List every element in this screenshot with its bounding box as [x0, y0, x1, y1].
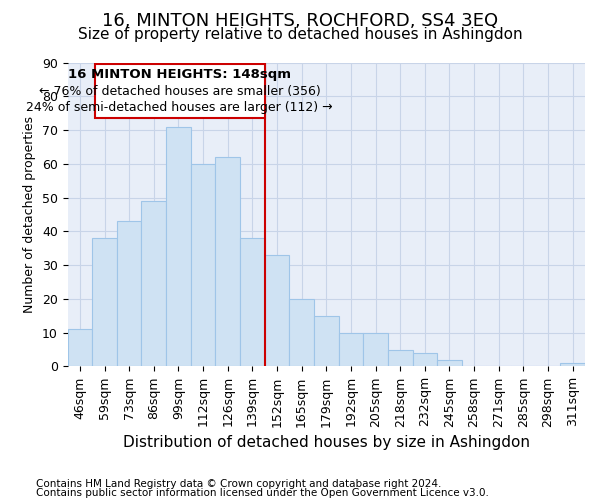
- Bar: [240, 238, 265, 366]
- Bar: [265, 255, 289, 366]
- Text: Contains HM Land Registry data © Crown copyright and database right 2024.: Contains HM Land Registry data © Crown c…: [36, 479, 442, 489]
- Bar: [338, 332, 363, 366]
- Text: Contains public sector information licensed under the Open Government Licence v3: Contains public sector information licen…: [36, 488, 489, 498]
- Bar: [363, 332, 388, 366]
- Text: ← 76% of detached houses are smaller (356): ← 76% of detached houses are smaller (35…: [39, 84, 320, 98]
- X-axis label: Distribution of detached houses by size in Ashingdon: Distribution of detached houses by size …: [123, 435, 530, 450]
- Bar: [560, 363, 585, 366]
- Bar: [68, 330, 92, 366]
- Bar: [92, 238, 117, 366]
- Text: 16, MINTON HEIGHTS, ROCHFORD, SS4 3EQ: 16, MINTON HEIGHTS, ROCHFORD, SS4 3EQ: [102, 12, 498, 30]
- Bar: [413, 353, 437, 366]
- Text: 16 MINTON HEIGHTS: 148sqm: 16 MINTON HEIGHTS: 148sqm: [68, 68, 291, 82]
- Bar: [314, 316, 338, 366]
- Bar: [437, 360, 462, 366]
- Text: 24% of semi-detached houses are larger (112) →: 24% of semi-detached houses are larger (…: [26, 101, 333, 114]
- Bar: [142, 201, 166, 366]
- Y-axis label: Number of detached properties: Number of detached properties: [23, 116, 36, 313]
- Bar: [215, 157, 240, 366]
- Bar: [191, 164, 215, 366]
- Bar: [166, 126, 191, 366]
- Text: Size of property relative to detached houses in Ashingdon: Size of property relative to detached ho…: [77, 28, 523, 42]
- Bar: [289, 299, 314, 366]
- FancyBboxPatch shape: [95, 64, 265, 118]
- Bar: [388, 350, 413, 366]
- Bar: [117, 221, 142, 366]
